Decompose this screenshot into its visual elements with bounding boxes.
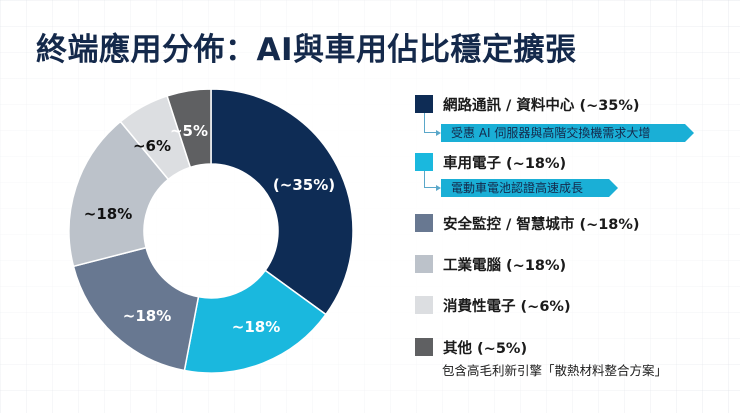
callout-automotive: 電動車電池認證高速成長 [441, 179, 618, 197]
legend-item-other: 其他 (~5%) [415, 338, 528, 357]
legend-item-industrial: 工業電腦 (~18%) [415, 255, 567, 274]
donut-slice-security [72, 246, 200, 372]
slice-label-consumer: ~6% [132, 137, 172, 155]
legend-item-consumer: 消費性電子 (~6%) [415, 296, 571, 315]
donut-slice-other [166, 88, 212, 169]
donut-slice-automotive [183, 269, 327, 374]
connector-line [424, 113, 436, 133]
legend-swatch-industrial [415, 255, 433, 273]
legend-item-security: 安全監控 / 智慧城市 (~18%) [415, 214, 640, 233]
slice-label-other: ~5% [169, 122, 209, 140]
legend-label: 安全監控 / 智慧城市 (~18%) [443, 216, 640, 233]
legend-swatch-automotive [415, 153, 433, 171]
slice-label-automotive: ~18% [231, 318, 281, 336]
callout-network: 受惠 AI 伺服器與高階交換機需求大增 [441, 124, 694, 142]
legend-item-network: 網路通訊 / 資料中心 (~35%) [415, 95, 640, 114]
connector-arrow-icon [436, 185, 441, 191]
connector-line [424, 171, 436, 188]
legend-swatch-other [415, 338, 433, 356]
slice-label-network: (~35%) [272, 176, 336, 194]
legend-item-automotive: 車用電子 (~18%) [415, 153, 567, 172]
legend-label: 工業電腦 (~18%) [443, 257, 567, 274]
legend-swatch-consumer [415, 296, 433, 314]
legend-swatch-security [415, 214, 433, 232]
connector-arrow-icon [436, 130, 441, 136]
donut-slices [68, 88, 354, 374]
donut-slice-industrial [68, 120, 170, 268]
legend-label: 車用電子 (~18%) [443, 155, 567, 172]
legend-label: 消費性電子 (~6%) [443, 298, 571, 315]
legend-label: 網路通訊 / 資料中心 (~35%) [443, 97, 640, 114]
legend-label: 其他 (~5%) [443, 340, 528, 357]
legend-swatch-network [415, 95, 433, 113]
slice-label-industrial: ~18% [83, 205, 133, 223]
page-title: 終端應用分佈：AI與車用佔比穩定擴張 [36, 32, 577, 68]
donut-slice-network [210, 88, 354, 316]
legend-note-other: 包含高毛利新引擎「散熱材料整合方案」 [442, 363, 668, 378]
slice-label-security: ~18% [122, 307, 172, 325]
